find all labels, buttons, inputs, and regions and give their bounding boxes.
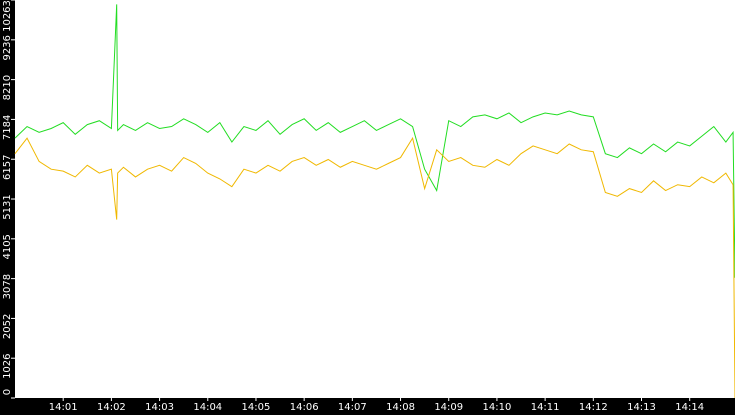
- y-tick-label: 8210: [2, 75, 13, 100]
- x-axis-strip: [0, 398, 735, 415]
- y-tick-label: 9236: [2, 35, 13, 60]
- x-tick-label: 14:04: [193, 402, 222, 413]
- x-tick-label: 14:11: [531, 402, 560, 413]
- y-tick-label: 10263: [2, 0, 13, 32]
- x-tick-label: 14:06: [290, 402, 319, 413]
- x-tick-label: 14:09: [434, 402, 463, 413]
- y-tick-label: 2052: [2, 314, 13, 339]
- x-tick-label: 14:03: [145, 402, 174, 413]
- y-tick-label: 1026: [2, 353, 13, 378]
- x-tick-label: 14:10: [483, 402, 512, 413]
- y-tick-label: 5131: [2, 194, 13, 219]
- series-line: [14, 4, 735, 278]
- x-tick-label: 14:05: [242, 402, 271, 413]
- y-tick-label: 4105: [2, 234, 13, 259]
- y-tick-label: 6157: [2, 155, 13, 180]
- x-tick-label: 14:13: [627, 402, 656, 413]
- x-tick-label: 14:12: [579, 402, 608, 413]
- series-line: [14, 136, 735, 399]
- y-tick-label: 0: [2, 389, 13, 395]
- x-tick-label: 14:14: [675, 402, 704, 413]
- y-tick-label: 7184: [2, 115, 13, 140]
- x-tick-label: 14:08: [386, 402, 415, 413]
- y-tick-label: 3078: [2, 274, 13, 299]
- x-tick-label: 14:02: [97, 402, 126, 413]
- x-tick-label: 14:07: [338, 402, 367, 413]
- x-tick-label: 14:01: [49, 402, 78, 413]
- y-axis-strip: [0, 0, 15, 415]
